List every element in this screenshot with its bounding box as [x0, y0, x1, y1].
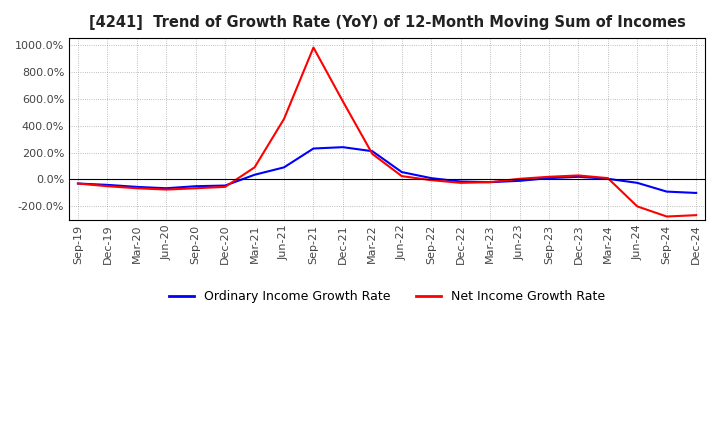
Ordinary Income Growth Rate — [279, 165, 288, 170]
Net Income Growth Rate — [338, 99, 347, 104]
Ordinary Income Growth Rate — [368, 149, 377, 154]
Net Income Growth Rate — [486, 180, 495, 185]
Title: [4241]  Trend of Growth Rate (YoY) of 12-Month Moving Sum of Incomes: [4241] Trend of Growth Rate (YoY) of 12-… — [89, 15, 685, 30]
Net Income Growth Rate — [633, 204, 642, 209]
Ordinary Income Growth Rate — [309, 146, 318, 151]
Line: Net Income Growth Rate: Net Income Growth Rate — [78, 48, 696, 216]
Ordinary Income Growth Rate — [662, 189, 671, 194]
Net Income Growth Rate — [73, 181, 82, 186]
Ordinary Income Growth Rate — [192, 183, 200, 189]
Ordinary Income Growth Rate — [456, 179, 465, 184]
Net Income Growth Rate — [132, 186, 141, 191]
Net Income Growth Rate — [662, 214, 671, 219]
Ordinary Income Growth Rate — [692, 191, 701, 196]
Ordinary Income Growth Rate — [162, 186, 171, 191]
Net Income Growth Rate — [692, 213, 701, 218]
Net Income Growth Rate — [516, 176, 524, 181]
Ordinary Income Growth Rate — [251, 172, 259, 177]
Ordinary Income Growth Rate — [103, 182, 112, 187]
Net Income Growth Rate — [162, 187, 171, 192]
Net Income Growth Rate — [251, 165, 259, 170]
Net Income Growth Rate — [192, 186, 200, 191]
Ordinary Income Growth Rate — [516, 178, 524, 183]
Net Income Growth Rate — [603, 176, 612, 181]
Net Income Growth Rate — [103, 183, 112, 189]
Net Income Growth Rate — [397, 173, 406, 179]
Ordinary Income Growth Rate — [338, 144, 347, 150]
Ordinary Income Growth Rate — [427, 176, 436, 181]
Net Income Growth Rate — [427, 177, 436, 183]
Net Income Growth Rate — [368, 151, 377, 157]
Ordinary Income Growth Rate — [221, 183, 230, 188]
Net Income Growth Rate — [456, 180, 465, 186]
Ordinary Income Growth Rate — [73, 181, 82, 186]
Ordinary Income Growth Rate — [544, 176, 553, 181]
Net Income Growth Rate — [221, 184, 230, 190]
Ordinary Income Growth Rate — [603, 176, 612, 181]
Net Income Growth Rate — [544, 174, 553, 180]
Ordinary Income Growth Rate — [132, 184, 141, 190]
Net Income Growth Rate — [574, 173, 582, 178]
Ordinary Income Growth Rate — [633, 180, 642, 186]
Ordinary Income Growth Rate — [574, 174, 582, 180]
Net Income Growth Rate — [309, 45, 318, 50]
Legend: Ordinary Income Growth Rate, Net Income Growth Rate: Ordinary Income Growth Rate, Net Income … — [164, 285, 610, 308]
Line: Ordinary Income Growth Rate: Ordinary Income Growth Rate — [78, 147, 696, 193]
Ordinary Income Growth Rate — [486, 180, 495, 185]
Ordinary Income Growth Rate — [397, 169, 406, 175]
Net Income Growth Rate — [279, 116, 288, 121]
